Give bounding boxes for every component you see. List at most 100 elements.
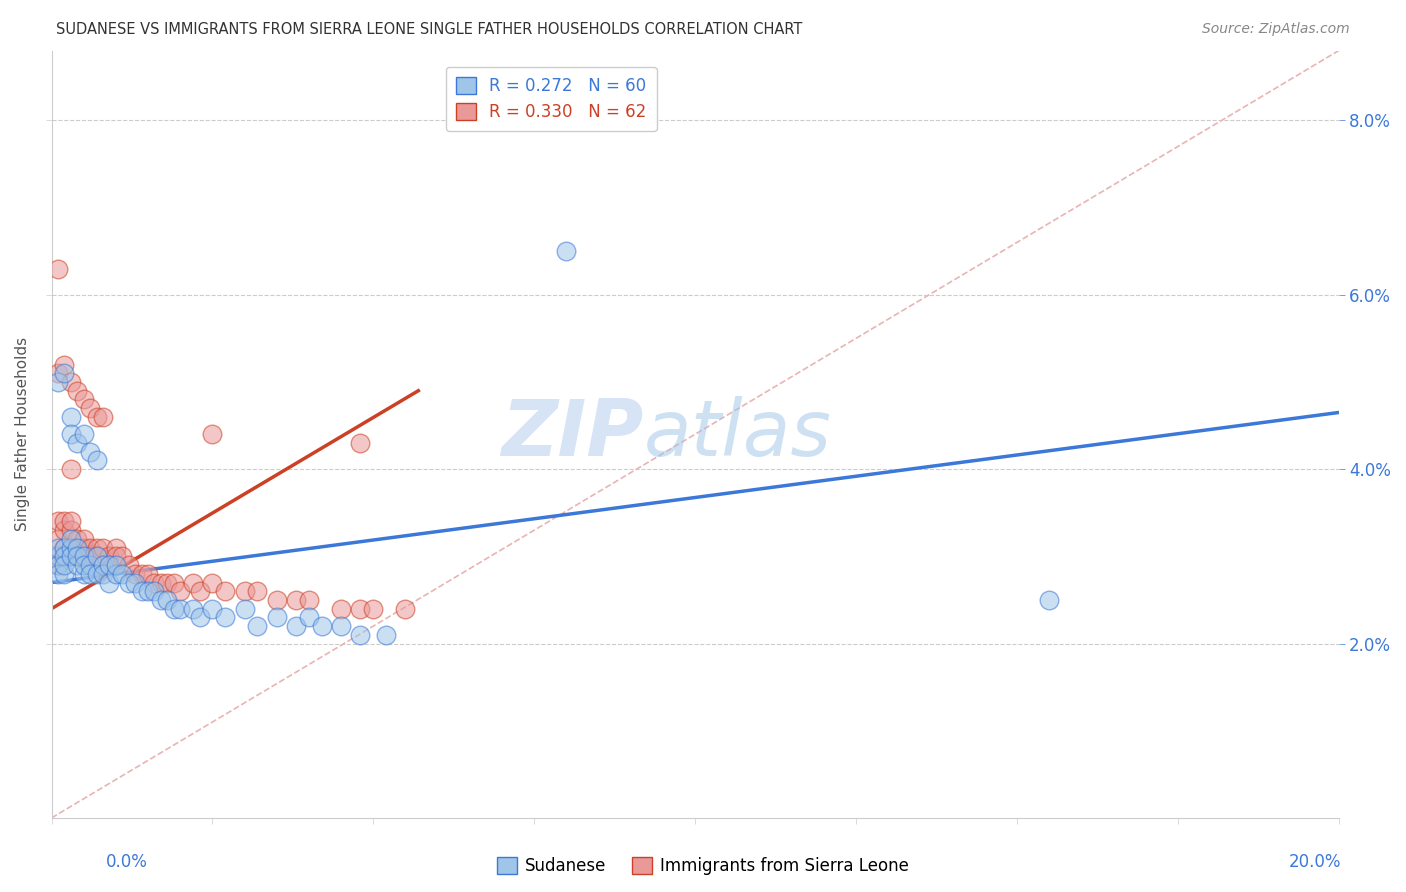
Point <box>156 575 179 590</box>
Point <box>361 601 384 615</box>
Text: Source: ZipAtlas.com: Source: ZipAtlas.com <box>1202 22 1350 37</box>
Point <box>46 541 69 555</box>
Point <box>53 523 76 537</box>
Point <box>163 575 186 590</box>
Point <box>349 628 371 642</box>
Point <box>149 575 172 590</box>
Legend: Sudanese, Immigrants from Sierra Leone: Sudanese, Immigrants from Sierra Leone <box>491 850 915 882</box>
Point <box>46 558 69 573</box>
Point <box>53 358 76 372</box>
Point <box>349 436 371 450</box>
Point <box>285 619 308 633</box>
Point <box>169 584 191 599</box>
Text: ZIP: ZIP <box>502 396 644 472</box>
Text: 20.0%: 20.0% <box>1288 853 1341 871</box>
Point <box>79 444 101 458</box>
Point <box>555 244 578 259</box>
Point <box>66 558 89 573</box>
Point <box>91 409 114 424</box>
Point <box>86 453 108 467</box>
Point <box>98 575 121 590</box>
Point <box>330 601 353 615</box>
Point <box>66 541 89 555</box>
Point <box>73 558 96 573</box>
Point <box>53 366 76 380</box>
Point <box>46 549 69 564</box>
Point <box>233 601 256 615</box>
Point <box>73 549 96 564</box>
Point <box>86 409 108 424</box>
Point <box>66 549 89 564</box>
Point <box>136 566 159 581</box>
Point <box>330 619 353 633</box>
Point <box>98 558 121 573</box>
Point <box>46 558 69 573</box>
Point <box>1038 593 1060 607</box>
Point <box>201 427 224 442</box>
Point <box>59 515 82 529</box>
Point <box>46 532 69 546</box>
Point <box>298 610 321 624</box>
Point <box>79 549 101 564</box>
Point <box>79 541 101 555</box>
Point <box>59 375 82 389</box>
Point <box>104 541 127 555</box>
Point <box>246 619 269 633</box>
Point <box>46 366 69 380</box>
Point <box>118 575 141 590</box>
Point <box>46 566 69 581</box>
Point <box>73 541 96 555</box>
Point <box>73 427 96 442</box>
Point <box>79 401 101 416</box>
Point <box>59 427 82 442</box>
Point <box>53 549 76 564</box>
Point <box>111 566 134 581</box>
Point <box>91 541 114 555</box>
Point <box>66 541 89 555</box>
Point <box>59 523 82 537</box>
Legend: R = 0.272   N = 60, R = 0.330   N = 62: R = 0.272 N = 60, R = 0.330 N = 62 <box>446 67 657 131</box>
Point <box>91 558 114 573</box>
Point <box>201 575 224 590</box>
Point <box>53 541 76 555</box>
Point <box>143 575 166 590</box>
Point <box>298 593 321 607</box>
Point <box>111 549 134 564</box>
Point <box>131 584 153 599</box>
Point <box>66 436 89 450</box>
Point <box>59 541 82 555</box>
Point <box>233 584 256 599</box>
Point <box>73 566 96 581</box>
Point <box>163 601 186 615</box>
Point <box>46 549 69 564</box>
Point <box>188 584 211 599</box>
Point <box>66 384 89 398</box>
Text: 0.0%: 0.0% <box>105 853 148 871</box>
Text: atlas: atlas <box>644 396 831 472</box>
Y-axis label: Single Father Households: Single Father Households <box>15 337 30 532</box>
Point <box>91 558 114 573</box>
Point <box>66 549 89 564</box>
Point <box>53 558 76 573</box>
Point <box>181 601 204 615</box>
Point <box>169 601 191 615</box>
Point <box>53 541 76 555</box>
Point <box>214 610 236 624</box>
Point <box>124 575 146 590</box>
Point <box>118 558 141 573</box>
Point <box>79 566 101 581</box>
Point <box>46 261 69 276</box>
Point <box>124 566 146 581</box>
Point <box>104 566 127 581</box>
Point <box>79 558 101 573</box>
Point <box>201 601 224 615</box>
Text: SUDANESE VS IMMIGRANTS FROM SIERRA LEONE SINGLE FATHER HOUSEHOLDS CORRELATION CH: SUDANESE VS IMMIGRANTS FROM SIERRA LEONE… <box>56 22 803 37</box>
Point <box>394 601 416 615</box>
Point <box>98 549 121 564</box>
Point <box>46 515 69 529</box>
Point <box>59 409 82 424</box>
Point <box>59 462 82 476</box>
Point <box>66 532 89 546</box>
Point <box>214 584 236 599</box>
Point <box>266 593 288 607</box>
